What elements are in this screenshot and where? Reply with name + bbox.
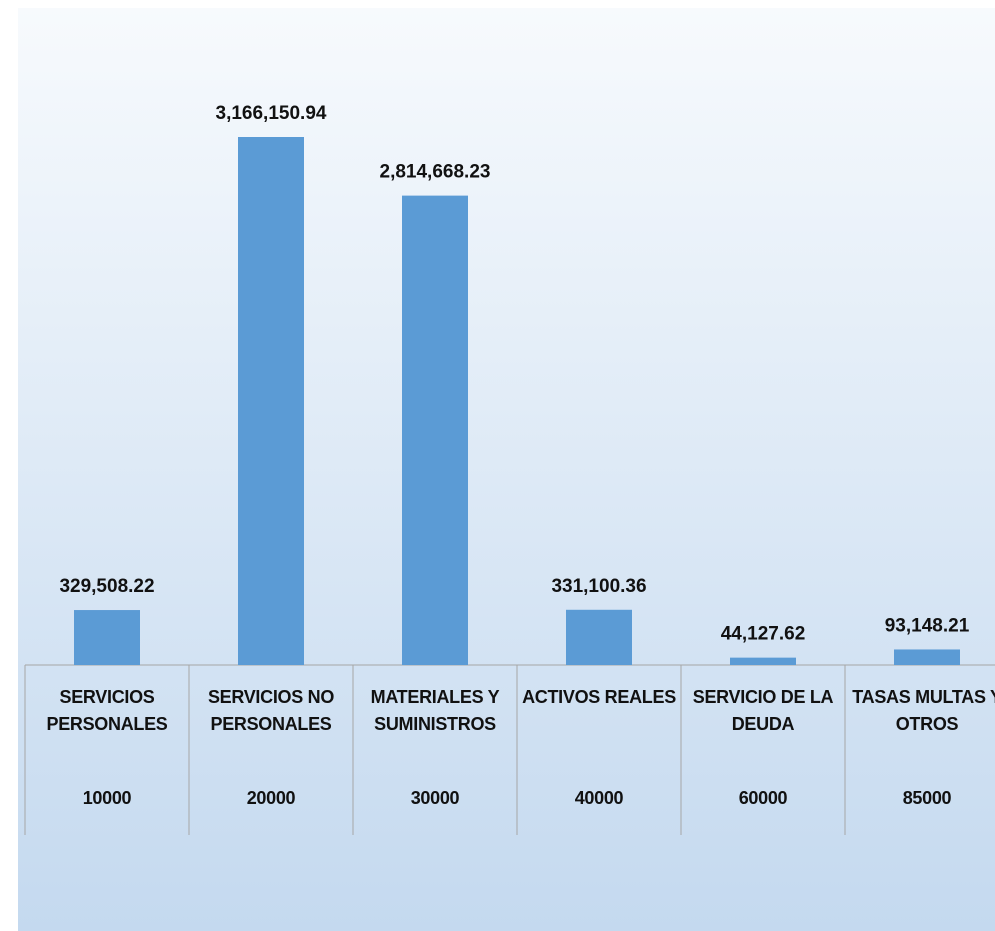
category-code: 30000 bbox=[410, 788, 460, 808]
bar bbox=[238, 137, 304, 665]
bar bbox=[730, 657, 796, 665]
x-tick-label: SERVICIO DE LA DEUDA bbox=[692, 687, 834, 734]
data-label: 44,127.62 bbox=[721, 624, 806, 645]
category-code: 10000 bbox=[82, 788, 132, 808]
category-code: 40000 bbox=[574, 788, 624, 808]
category-code: 85000 bbox=[902, 788, 952, 808]
x-tick-label: SERVICIOS NO PERSONALES bbox=[207, 687, 335, 734]
x-tick-label: SERVICIOS PERSONALES bbox=[46, 687, 168, 734]
x-tick-label: MATERIALES Y SUMINISTROS bbox=[370, 687, 500, 734]
data-label: 3,166,150.94 bbox=[216, 103, 327, 124]
data-label: 331,100.36 bbox=[551, 576, 646, 597]
chart-background bbox=[18, 8, 995, 931]
data-label: 2,814,668.23 bbox=[380, 162, 491, 183]
x-tick-label: TASAS MULTAS Y OTROS bbox=[852, 687, 995, 734]
category-code: 20000 bbox=[246, 788, 296, 808]
bar bbox=[894, 649, 960, 665]
bar bbox=[566, 609, 632, 665]
bar bbox=[402, 195, 468, 665]
x-tick-label: ACTIVOS REALES bbox=[522, 687, 676, 707]
category-code: 60000 bbox=[738, 788, 788, 808]
bar bbox=[74, 610, 140, 665]
data-label: 93,148.21 bbox=[885, 615, 970, 636]
data-label: 329,508.22 bbox=[59, 576, 154, 597]
